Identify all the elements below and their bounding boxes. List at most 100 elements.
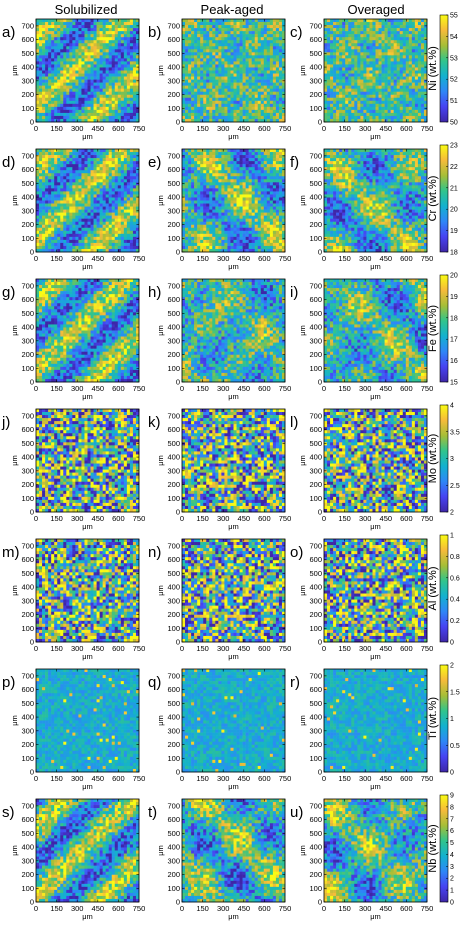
heatmap-cell xyxy=(36,25,40,29)
heatmap-cell xyxy=(63,203,67,207)
heatmap-cell xyxy=(357,100,361,105)
heatmap-cell xyxy=(384,25,388,29)
heatmap-cell xyxy=(200,34,204,38)
heatmap-cell xyxy=(129,94,134,99)
heatmap-cell xyxy=(188,28,192,32)
heatmap-cell xyxy=(188,49,192,53)
heatmap-cell xyxy=(275,115,280,120)
heatmap-cell xyxy=(105,149,110,153)
heatmap-cell xyxy=(102,236,106,241)
heatmap-cell xyxy=(254,40,259,44)
heatmap-cell xyxy=(99,218,103,223)
heatmap-cell xyxy=(69,64,73,68)
heatmap-cell xyxy=(84,94,88,99)
heatmap-cell xyxy=(72,73,76,77)
heatmap-cell xyxy=(123,164,128,168)
heatmap-cell xyxy=(42,52,46,56)
heatmap-cell xyxy=(411,118,416,123)
heatmap-cell xyxy=(387,85,391,89)
heatmap-cell xyxy=(218,28,222,32)
heatmap-cell xyxy=(197,73,201,77)
heatmap-cell xyxy=(215,103,219,108)
heatmap-cell xyxy=(69,55,73,59)
heatmap-cell xyxy=(239,40,243,44)
heatmap-cell xyxy=(72,100,76,105)
heatmap-cell xyxy=(66,118,70,123)
heatmap-cell xyxy=(269,67,274,71)
heatmap-cell xyxy=(126,197,131,201)
heatmap-cell xyxy=(87,85,91,89)
heatmap-cell xyxy=(354,97,358,102)
heatmap-cell xyxy=(209,155,213,159)
heatmap-cell xyxy=(60,70,64,74)
heatmap-cell xyxy=(54,161,58,165)
heatmap-cell xyxy=(60,82,64,86)
heatmap-cell xyxy=(39,203,43,207)
heatmap-cell xyxy=(203,79,207,83)
heatmap-cell xyxy=(420,55,425,59)
heatmap-cell xyxy=(39,91,43,96)
heatmap-cell xyxy=(36,82,40,86)
heatmap-cell xyxy=(90,115,94,120)
heatmap-cell xyxy=(417,58,422,62)
heatmap-cell xyxy=(90,37,94,41)
heatmap-cell xyxy=(63,49,67,53)
heatmap-cell xyxy=(206,88,210,93)
heatmap-cell xyxy=(345,85,349,89)
heatmap-cell xyxy=(420,97,425,102)
heatmap-cell xyxy=(275,100,280,105)
heatmap-cell xyxy=(48,218,52,223)
heatmap-cell xyxy=(108,103,113,108)
heatmap-cell xyxy=(357,43,361,47)
heatmap-cell xyxy=(63,230,67,235)
heatmap-cell xyxy=(206,155,210,159)
heatmap-cell xyxy=(132,164,137,168)
heatmap-cell xyxy=(218,49,222,53)
x-tick-label: 750 xyxy=(133,124,146,133)
heatmap-cell xyxy=(78,161,82,165)
heatmap-cell xyxy=(90,118,94,123)
heatmap-cell xyxy=(251,31,256,35)
heatmap-cell xyxy=(96,37,100,41)
heatmap-cell xyxy=(93,73,97,77)
heatmap-cell xyxy=(260,52,265,56)
heatmap-cell xyxy=(66,149,70,153)
heatmap-cell xyxy=(51,164,55,168)
heatmap-cell xyxy=(45,85,49,89)
heatmap-cell xyxy=(185,67,189,71)
heatmap-cell xyxy=(57,152,61,156)
heatmap-cell xyxy=(120,46,125,50)
heatmap-cell xyxy=(354,49,358,53)
heatmap-cell xyxy=(75,233,79,238)
heatmap-cell xyxy=(384,67,388,71)
heatmap-cell xyxy=(251,109,256,114)
heatmap-cell xyxy=(327,64,331,68)
heatmap-cell xyxy=(236,152,240,156)
heatmap-cell xyxy=(42,91,46,96)
heatmap-cell xyxy=(206,91,210,96)
heatmap-cell xyxy=(381,67,385,71)
heatmap-cell xyxy=(381,37,385,41)
heatmap-cell xyxy=(345,88,349,93)
heatmap-cell xyxy=(239,76,243,80)
heatmap-cell xyxy=(102,230,106,235)
heatmap-cell xyxy=(72,46,76,50)
x-tick-label: 750 xyxy=(133,254,146,263)
heatmap-cell xyxy=(251,67,256,71)
heatmap-cell xyxy=(126,55,131,59)
heatmap-cell xyxy=(78,103,82,108)
heatmap-cell xyxy=(117,106,122,111)
heatmap-cell xyxy=(54,242,58,247)
heatmap-cell xyxy=(126,236,131,241)
heatmap-cell xyxy=(260,58,265,62)
heatmap-cell xyxy=(108,176,113,180)
heatmap-cell xyxy=(236,118,240,123)
heatmap-cell xyxy=(42,31,46,35)
heatmap-cell xyxy=(72,179,76,183)
heatmap-cell xyxy=(93,115,97,120)
heatmap-cell xyxy=(363,49,367,53)
heatmap-cell xyxy=(375,109,379,114)
heatmap-cell xyxy=(227,76,231,80)
heatmap-cell xyxy=(78,22,82,26)
heatmap-cell xyxy=(393,79,398,83)
